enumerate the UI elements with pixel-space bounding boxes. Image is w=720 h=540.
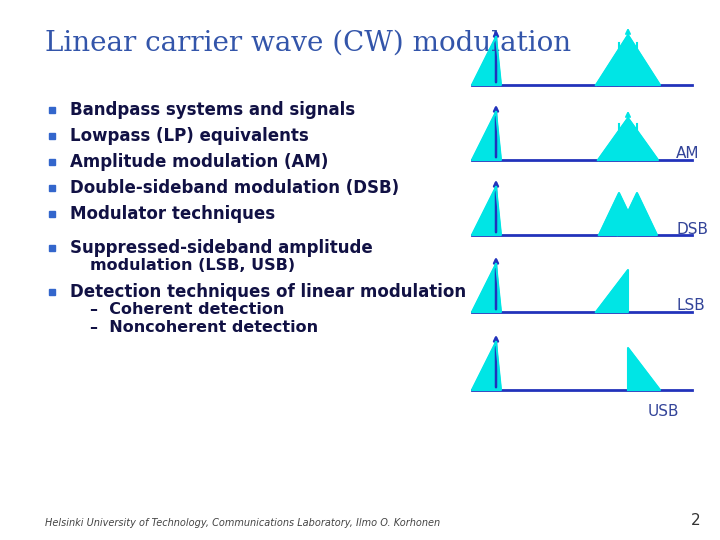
Text: –  Noncoherent detection: – Noncoherent detection	[90, 321, 318, 335]
Text: LSB: LSB	[676, 299, 705, 314]
Text: AM: AM	[676, 146, 700, 161]
Bar	[49, 107, 55, 113]
Bar	[49, 185, 55, 191]
Polygon shape	[598, 118, 658, 160]
Polygon shape	[617, 193, 657, 235]
Text: Linear carrier wave (CW) modulation: Linear carrier wave (CW) modulation	[45, 30, 571, 57]
Text: Lowpass (LP) equivalents: Lowpass (LP) equivalents	[70, 127, 309, 145]
Polygon shape	[472, 264, 501, 312]
Polygon shape	[472, 37, 501, 85]
Text: Helsinki University of Technology, Communications Laboratory, Ilmo O. Korhonen: Helsinki University of Technology, Commu…	[45, 518, 440, 528]
Text: Bandpass systems and signals: Bandpass systems and signals	[70, 101, 355, 119]
Text: 2: 2	[690, 513, 700, 528]
Bar	[49, 159, 55, 165]
Text: modulation (LSB, USB): modulation (LSB, USB)	[90, 259, 295, 273]
Text: Modulator techniques: Modulator techniques	[70, 205, 275, 223]
Polygon shape	[472, 112, 501, 160]
Polygon shape	[599, 193, 639, 235]
Bar	[49, 133, 55, 139]
Text: Double-sideband modulation (DSB): Double-sideband modulation (DSB)	[70, 179, 399, 197]
Polygon shape	[596, 35, 660, 85]
Polygon shape	[596, 270, 628, 312]
Bar	[49, 289, 55, 295]
Text: Amplitude modulation (AM): Amplitude modulation (AM)	[70, 153, 328, 171]
Bar	[49, 245, 55, 251]
Polygon shape	[472, 342, 501, 390]
Text: Suppressed-sideband amplitude: Suppressed-sideband amplitude	[70, 239, 373, 257]
Text: USB: USB	[648, 404, 680, 420]
Bar	[49, 211, 55, 217]
Polygon shape	[472, 187, 501, 235]
Polygon shape	[628, 348, 660, 390]
Text: –  Coherent detection: – Coherent detection	[90, 302, 284, 318]
Text: DSB: DSB	[676, 221, 708, 237]
Text: Detection techniques of linear modulation: Detection techniques of linear modulatio…	[70, 283, 466, 301]
